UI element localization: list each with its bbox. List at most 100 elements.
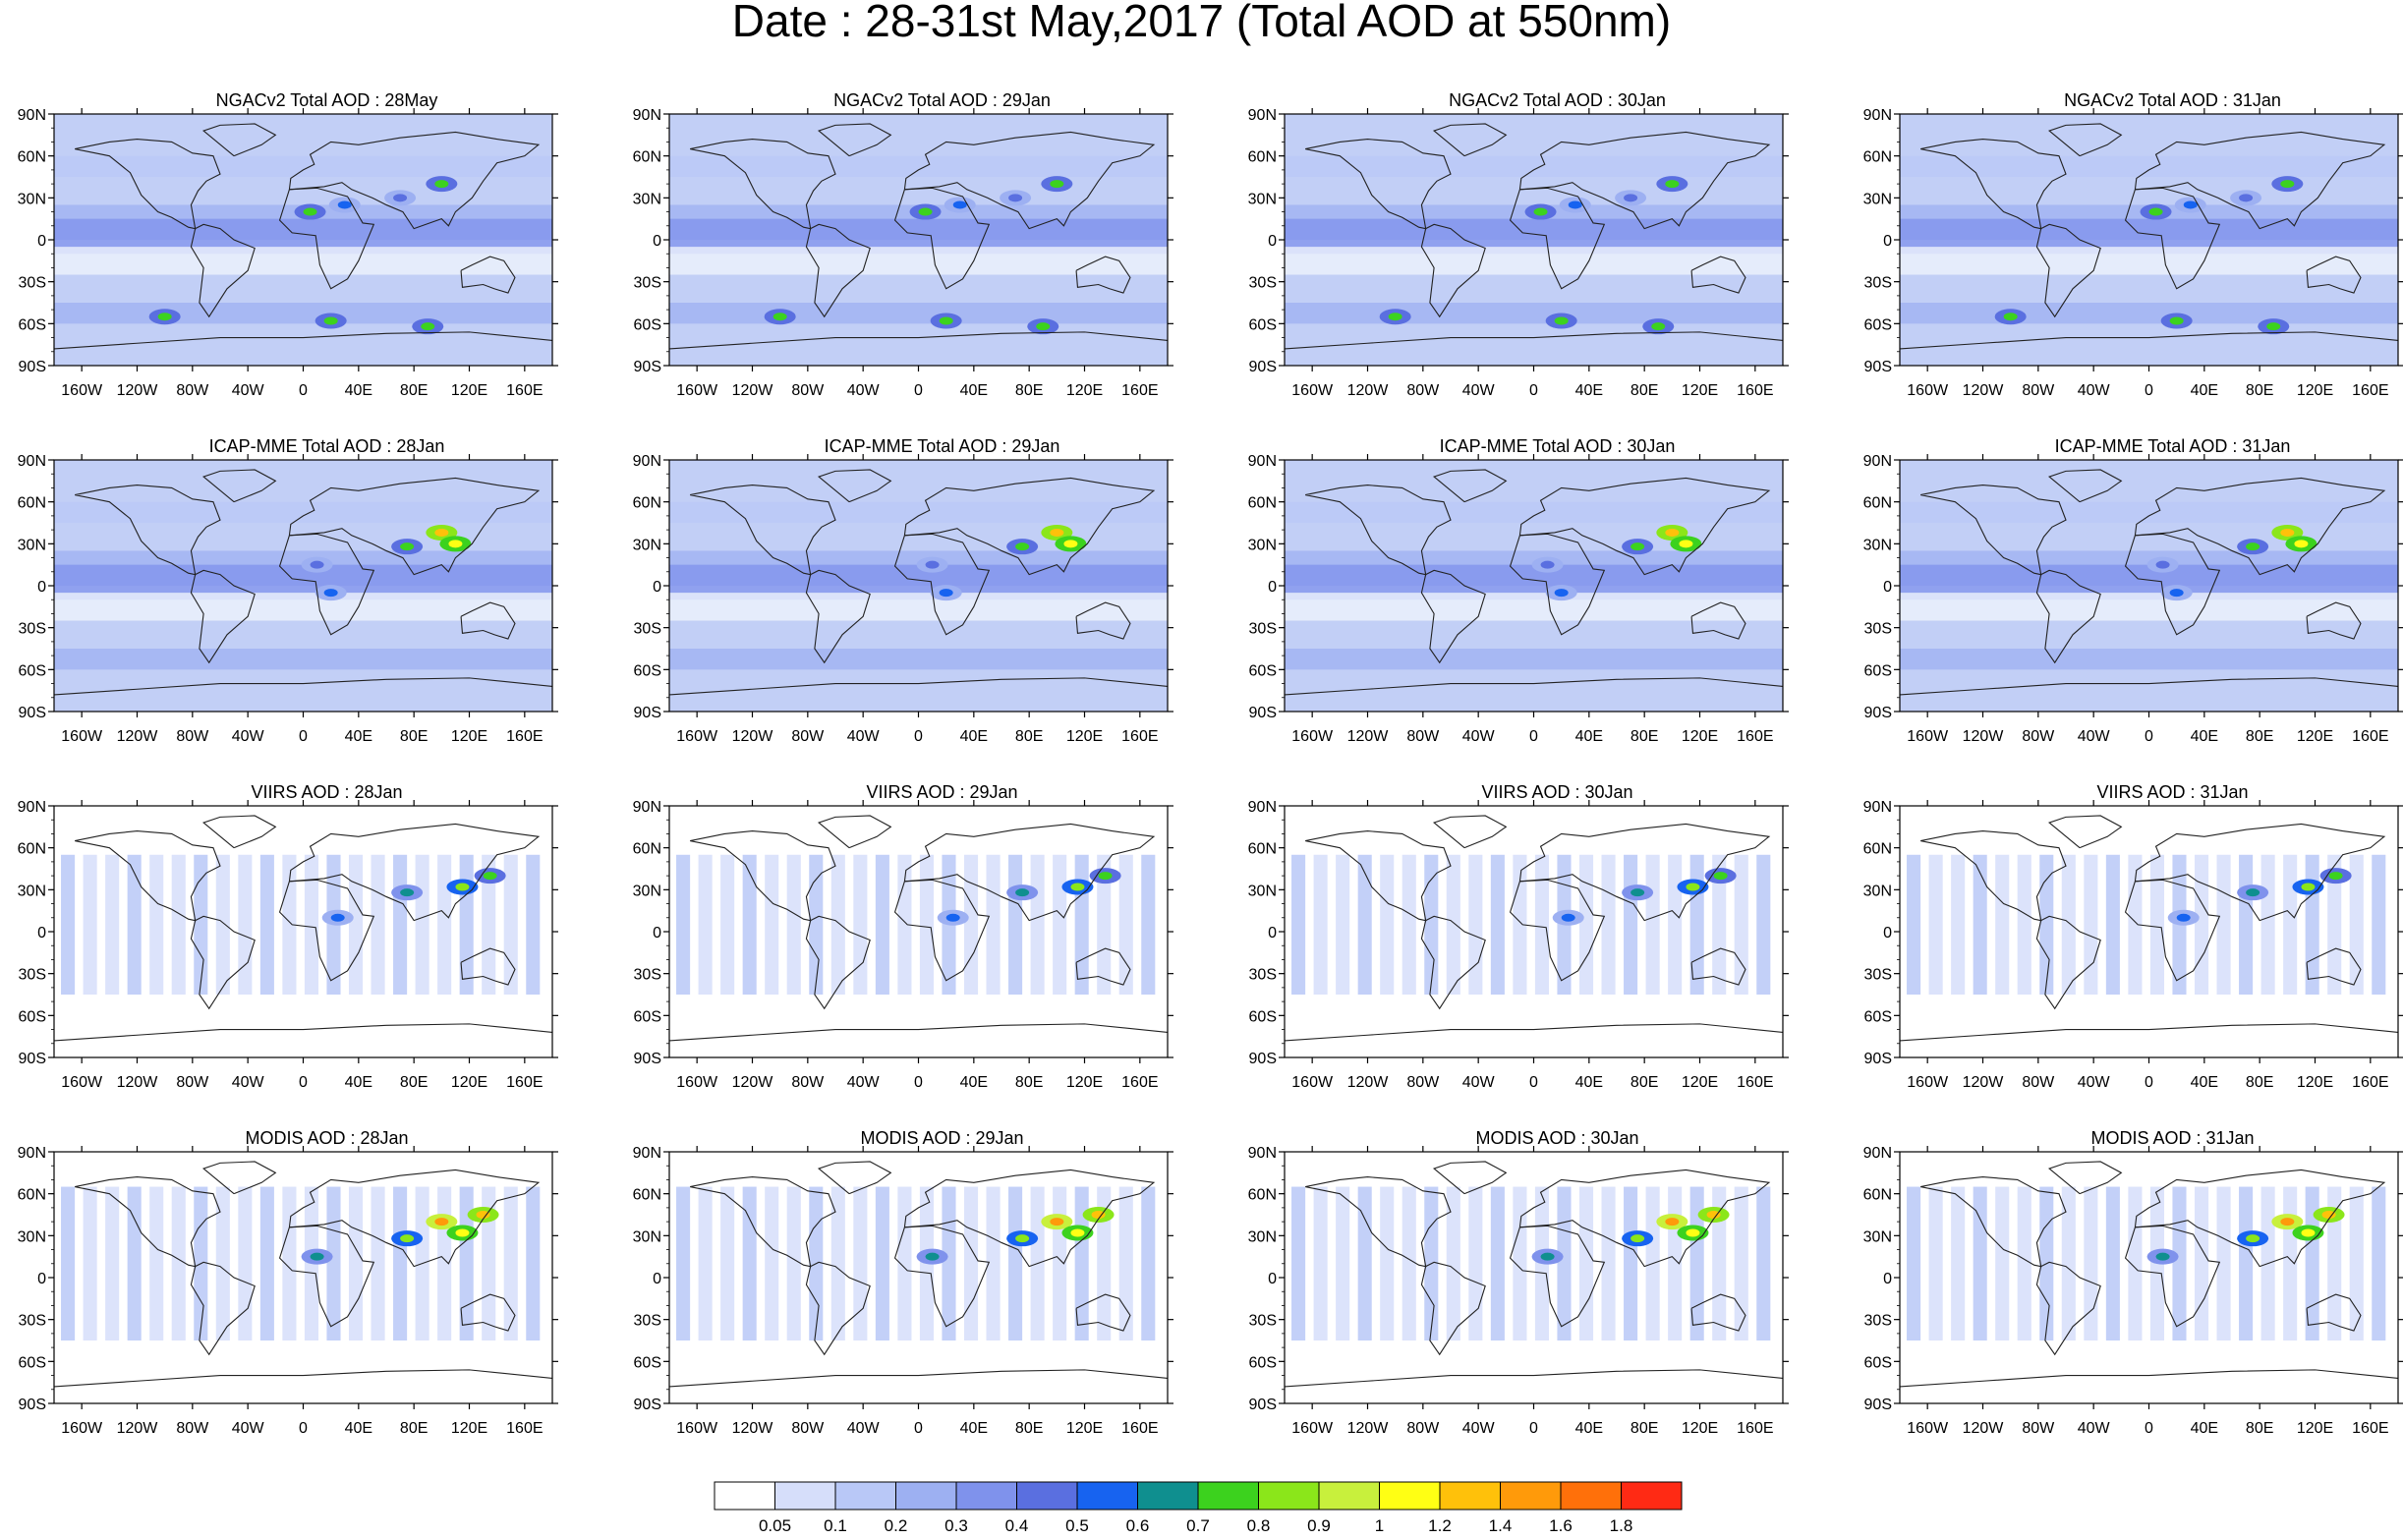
aod-hotspot	[400, 1234, 415, 1243]
coastline	[1920, 485, 2067, 576]
lon-tick-label: 0	[1529, 1074, 1538, 1091]
aod-hotspot	[330, 913, 345, 922]
aod-hotspot	[2246, 888, 2260, 897]
swath	[1973, 854, 1987, 995]
aod-hotspot	[2176, 913, 2191, 922]
coastline	[1900, 1023, 2398, 1042]
panel-title: NGACv2 Total AOD : 30Jan	[1449, 90, 1666, 110]
swath	[765, 1186, 779, 1340]
aod-hotspot	[1063, 540, 1078, 548]
aod-hotspot	[434, 528, 449, 537]
swath	[2039, 854, 2054, 995]
lat-tick-label: 60N	[18, 495, 46, 512]
swath	[1402, 1186, 1416, 1340]
aod-hotspot	[1050, 528, 1064, 537]
lon-tick-label: 0	[914, 1420, 923, 1437]
aod-band	[54, 247, 552, 275]
swath	[83, 1186, 97, 1340]
coastline	[278, 187, 375, 290]
swath	[809, 854, 824, 995]
lon-tick-label: 80W	[791, 728, 825, 745]
lon-tick-label: 80E	[2246, 1420, 2273, 1437]
coastline	[893, 187, 991, 290]
coastline	[1509, 1225, 1606, 1328]
aod-hotspot	[393, 194, 408, 202]
lat-tick-label: 60S	[1864, 662, 1892, 679]
swath	[2084, 1186, 2098, 1340]
lon-tick-label: 40W	[232, 728, 265, 745]
lon-tick-label: 120W	[1963, 728, 2005, 745]
lon-tick-label: 40W	[1462, 1074, 1496, 1091]
swath	[2194, 1186, 2209, 1340]
aod-hotspot	[1070, 1228, 1085, 1237]
coastline	[278, 533, 375, 636]
coastline	[1920, 1176, 2067, 1268]
lon-tick-label: 120E	[1682, 728, 1718, 745]
lon-tick-label: 160W	[1907, 1420, 1949, 1437]
lon-tick-label: 120E	[2297, 382, 2333, 399]
aod-hotspot	[310, 560, 324, 569]
swath	[2061, 854, 2076, 995]
coastline	[1690, 601, 1746, 640]
lon-tick-label: 160W	[1291, 382, 1334, 399]
lon-tick-label: 40E	[960, 1420, 988, 1437]
lat-tick-label: 90S	[634, 705, 661, 721]
lat-tick-label: 90S	[1249, 1051, 1277, 1067]
colorbar-label: 1.2	[1428, 1516, 1452, 1535]
map-field	[1285, 1152, 1783, 1403]
lat-tick-label: 90S	[19, 1051, 46, 1067]
colorbar-swatch	[1500, 1481, 1562, 1511]
coastline	[1509, 879, 1606, 982]
coastline	[1075, 256, 1131, 294]
lon-tick-label: 0	[299, 1074, 308, 1091]
aod-hotspot	[2294, 540, 2309, 548]
coastline	[201, 123, 277, 157]
map-field	[54, 114, 552, 366]
swath	[963, 1186, 979, 1340]
swath	[1402, 854, 1416, 995]
aod-hotspot	[2328, 872, 2343, 881]
coastline	[1920, 139, 2067, 230]
lon-tick-label: 40E	[2191, 1074, 2218, 1091]
colorbar-swatch	[895, 1481, 957, 1511]
aod-band	[54, 501, 552, 523]
colorbar-label: 1.8	[1610, 1516, 1633, 1535]
coastline	[669, 1369, 1168, 1388]
swath	[1995, 1186, 2010, 1340]
lat-tick-label: 90S	[1249, 359, 1277, 375]
lat-tick-label: 60S	[1249, 1354, 1277, 1371]
coastline	[1900, 1369, 2398, 1388]
lon-tick-label: 0	[2145, 1420, 2153, 1437]
swath	[127, 854, 142, 995]
swath	[897, 854, 912, 995]
coastline	[2134, 477, 2386, 576]
swath	[2105, 854, 2120, 995]
lon-tick-label: 40E	[1575, 1420, 1603, 1437]
lon-tick-label: 160W	[676, 1420, 718, 1437]
coastline	[75, 139, 221, 230]
map-panel: ICAP-MME Total AOD : 30Jan 90N 60N 30N 0 30S 6…	[1248, 436, 1864, 775]
coastline	[1900, 331, 2398, 350]
panel-title: MODIS AOD : 28Jan	[245, 1128, 409, 1148]
coastline	[690, 139, 836, 230]
aod-band	[669, 303, 1168, 324]
colorbar-label: 0.3	[944, 1516, 968, 1535]
colorbar-label: 0.9	[1307, 1516, 1331, 1535]
aod-hotspot	[2169, 316, 2184, 325]
lat-tick-label: 30N	[18, 537, 46, 553]
aod-hotspot	[1631, 1234, 1645, 1243]
swath	[1734, 1186, 1748, 1340]
lat-tick-label: 60N	[18, 149, 46, 166]
aod-hotspot	[1665, 528, 1680, 537]
swath	[986, 1186, 1001, 1340]
coastline	[2306, 601, 2362, 640]
lat-tick-label: 90S	[1864, 705, 1892, 721]
lat-tick-label: 60N	[18, 1187, 46, 1204]
lat-tick-label: 30N	[633, 191, 661, 207]
lat-tick-label: 90S	[634, 1397, 661, 1413]
lon-tick-label: 80W	[2022, 1074, 2055, 1091]
swath	[393, 854, 408, 995]
map-plot: 90N 60N 30N 0 30S 60S 90S 160W 120W 80W 40W 0 40E 80E…	[18, 1145, 558, 1437]
lon-tick-label: 40E	[1575, 1074, 1603, 1091]
lon-tick-label: 40W	[2078, 382, 2111, 399]
